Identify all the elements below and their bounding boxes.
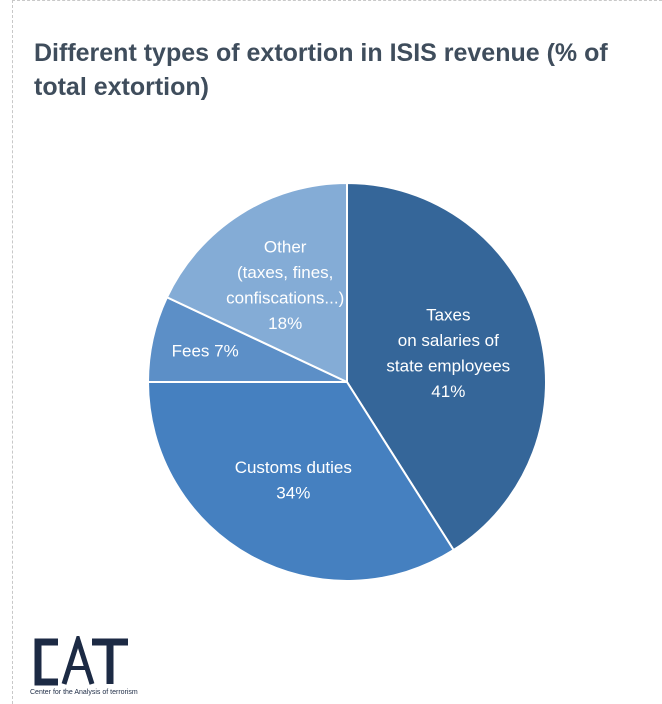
pie-slice-label-3: Fees 7%	[172, 341, 239, 360]
cat-logo-subtitle: Center for the Analysis of terrorism	[30, 689, 138, 696]
pie-slice-label-1: Taxes on salaries of state employees 41%	[386, 305, 510, 401]
pie-slice-1	[346, 181, 547, 552]
pie-slice-label-4: Other (taxes, fines, confiscations...) 18%	[226, 237, 344, 332]
chart-title: Different types of extortion in ISIS rev…	[34, 39, 608, 101]
chart-frame	[12, 0, 662, 704]
pie-slice-2	[146, 381, 456, 582]
cat-logo-mark	[34, 631, 128, 686]
pie-slice-label-2: Customs duties 34%	[235, 458, 352, 503]
cat-logo: Center for the Analysis of terrorism	[30, 631, 160, 698]
pie-slice-4	[165, 181, 348, 384]
